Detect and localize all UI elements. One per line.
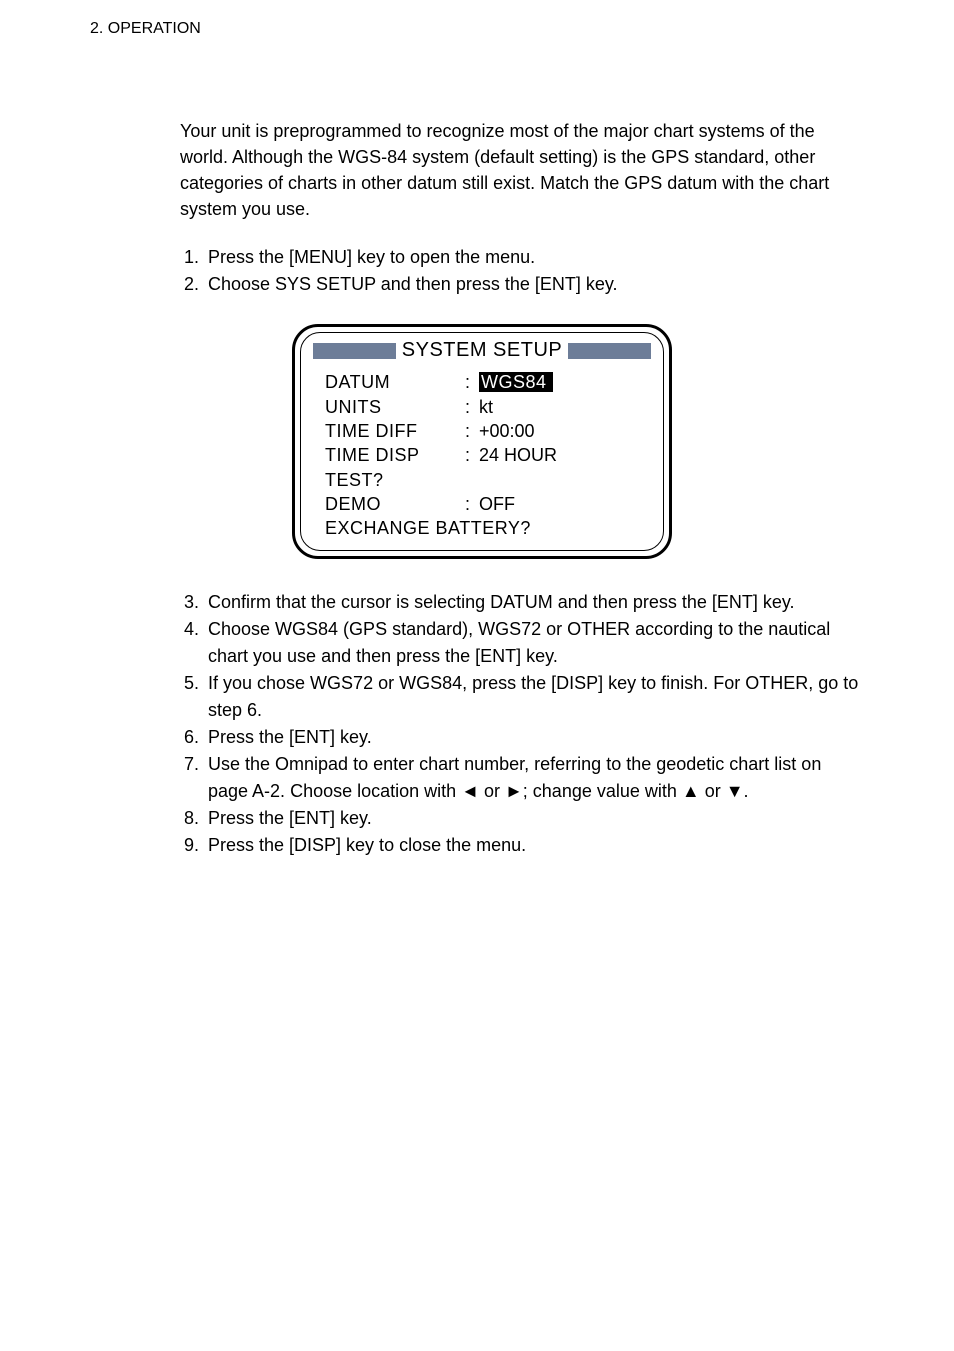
panel-row-units: UNITS : kt (325, 395, 651, 419)
step-item: If you chose WGS72 or WGS84, press the [… (204, 670, 864, 724)
step-item: Choose WGS84 (GPS standard), WGS72 or OT… (204, 616, 864, 670)
steps-list-b: Confirm that the cursor is selecting DAT… (180, 589, 864, 859)
title-bar-right (568, 343, 651, 359)
row-colon: : (465, 443, 479, 467)
panel-row-timediff: TIME DIFF : +00:00 (325, 419, 651, 443)
panel-row-timedisp: TIME DISP : 24 HOUR (325, 443, 651, 467)
row-colon: : (465, 419, 479, 443)
panel-row-datum: DATUM : WGS84 (325, 370, 651, 394)
intro-paragraph: Your unit is preprogrammed to recognize … (180, 118, 864, 222)
system-setup-panel: SYSTEM SETUP DATUM : WGS84 UNITS : kt TI… (292, 324, 672, 559)
row-label: DEMO (325, 492, 465, 516)
row-colon: : (465, 492, 479, 516)
step-item: Press the [ENT] key. (204, 724, 864, 751)
section-header: 2. OPERATION (90, 20, 864, 38)
row-colon: : (465, 370, 479, 394)
step-item: Press the [MENU] key to open the menu. (204, 244, 864, 271)
row-value-highlight: WGS84 (479, 372, 553, 392)
row-label: UNITS (325, 395, 465, 419)
panel-rows: DATUM : WGS84 UNITS : kt TIME DIFF : +00… (313, 370, 651, 540)
panel-row-demo: DEMO : OFF (325, 492, 651, 516)
panel-title: SYSTEM SETUP (402, 339, 562, 362)
row-label: TIME DISP (325, 443, 465, 467)
step-item: Press the [ENT] key. (204, 805, 864, 832)
steps-list-a: Press the [MENU] key to open the menu. C… (180, 244, 864, 298)
step-item: Choose SYS SETUP and then press the [ENT… (204, 271, 864, 298)
row-value: +00:00 (479, 419, 535, 443)
panel-row-test: TEST? (325, 468, 651, 492)
row-value: WGS84 (479, 370, 553, 394)
row-label: TEST? (325, 468, 465, 492)
row-value: kt (479, 395, 493, 419)
panel-title-row: SYSTEM SETUP (313, 339, 651, 362)
row-label: TIME DIFF (325, 419, 465, 443)
row-colon: : (465, 395, 479, 419)
panel-row-exchange: EXCHANGE BATTERY? (325, 516, 651, 540)
row-label: EXCHANGE BATTERY? (325, 516, 531, 540)
step-item: Confirm that the cursor is selecting DAT… (204, 589, 864, 616)
row-value: 24 HOUR (479, 443, 557, 467)
step-item: Use the Omnipad to enter chart number, r… (204, 751, 864, 805)
step-item: Press the [DISP] key to close the menu. (204, 832, 864, 859)
row-label: DATUM (325, 370, 465, 394)
title-bar-left (313, 343, 396, 359)
row-value: OFF (479, 492, 515, 516)
